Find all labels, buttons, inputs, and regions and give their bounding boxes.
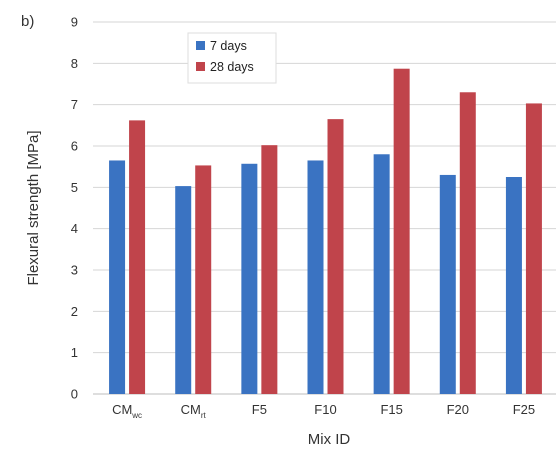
x-tick-label: CMrt [181,402,207,420]
y-tick-label: 9 [71,15,78,30]
legend-label: 7 days [210,39,247,53]
x-tick-label: F5 [252,402,267,417]
legend-swatch [196,62,205,71]
x-tick-labels: CMwc CMrt F5 F10 F15 F20 F25 [112,402,535,420]
panel-label: b) [21,13,34,30]
bar-28-days [459,92,476,395]
x-tick-label: F10 [314,402,336,417]
bar-28-days [129,120,146,394]
bar-28-days [195,165,212,394]
gridlines [93,21,556,395]
bar-7-days [307,160,324,394]
y-tick-label: 3 [71,263,78,278]
y-tick-label: 7 [71,97,78,112]
legend-label: 28 days [210,60,254,74]
bar-7-days [109,160,126,394]
bar-28-days [327,119,344,394]
y-tick-label: 5 [71,180,78,195]
x-tick-label: CMwc [112,402,142,420]
x-tick-label: F15 [380,402,402,417]
x-tick-label: F20 [447,402,469,417]
legend: 7 days 28 days [187,32,277,84]
bar-28-days [261,145,278,394]
bar-7-days [175,186,192,394]
y-axis-title: Flexural strength [MPa] [25,130,42,285]
y-tick-label: 4 [71,221,78,236]
y-tick-label: 6 [71,139,78,154]
bar-7-days [373,154,390,394]
bar-28-days [525,103,542,394]
bar-7-days [505,177,522,394]
x-tick-label: F25 [513,402,535,417]
bar-7-days [241,163,258,394]
bars [109,68,542,395]
y-tick-label: 1 [71,345,78,360]
y-tick-labels: 0 1 2 3 4 5 6 7 8 9 [71,15,78,402]
bar-7-days [439,174,456,394]
legend-swatch [196,41,205,50]
y-tick-label: 0 [71,387,78,402]
y-tick-label: 2 [71,304,78,319]
y-tick-label: 8 [71,56,78,71]
bar-28-days [393,68,410,394]
x-axis-title: Mix ID [308,431,351,448]
